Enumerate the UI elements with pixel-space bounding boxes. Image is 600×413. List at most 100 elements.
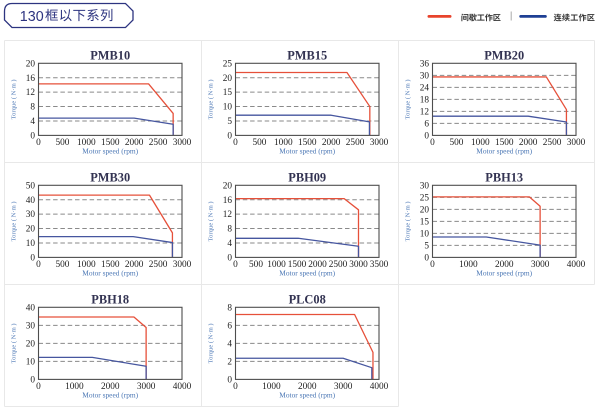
svg-text:40: 40	[26, 196, 36, 206]
svg-text:PBH18: PBH18	[91, 292, 129, 306]
svg-text:20: 20	[26, 59, 36, 69]
svg-text:Motor speed (rpm): Motor speed (rpm)	[82, 391, 138, 400]
svg-text:Motor speed (rpm): Motor speed (rpm)	[279, 391, 335, 400]
svg-text:1500: 1500	[101, 260, 120, 270]
svg-text:25: 25	[420, 193, 430, 203]
svg-text:130: 130	[20, 9, 44, 25]
svg-text:0: 0	[430, 138, 435, 148]
svg-text:Motor speed (rpm): Motor speed (rpm)	[476, 147, 532, 156]
svg-text:3000: 3000	[137, 382, 156, 392]
svg-text:Torque ( N·m ): Torque ( N·m )	[11, 201, 18, 241]
svg-text:PLC08: PLC08	[289, 292, 326, 306]
svg-text:3000: 3000	[349, 260, 368, 270]
svg-text:3500: 3500	[370, 260, 389, 270]
svg-text:0: 0	[36, 138, 41, 148]
svg-text:2000: 2000	[101, 382, 120, 392]
svg-text:2500: 2500	[329, 260, 348, 270]
svg-text:4: 4	[227, 339, 232, 349]
svg-text:16: 16	[223, 196, 233, 206]
svg-text:0: 0	[30, 254, 35, 264]
svg-text:Motor speed (rpm): Motor speed (rpm)	[82, 269, 138, 278]
svg-text:4: 4	[30, 117, 35, 127]
svg-text:1000: 1000	[267, 260, 286, 270]
svg-text:3000: 3000	[334, 382, 353, 392]
svg-text:500: 500	[252, 138, 266, 148]
svg-text:0: 0	[30, 376, 35, 386]
svg-text:500: 500	[449, 138, 463, 148]
svg-text:4000: 4000	[173, 382, 192, 392]
svg-text:1000: 1000	[471, 138, 490, 148]
svg-text:1500: 1500	[101, 138, 120, 148]
svg-text:PMB10: PMB10	[90, 48, 130, 62]
svg-text:0: 0	[424, 254, 429, 264]
svg-text:50: 50	[26, 181, 36, 191]
svg-text:1000: 1000	[77, 260, 96, 270]
svg-text:3000: 3000	[370, 138, 389, 148]
svg-text:20: 20	[26, 339, 36, 349]
svg-text:2500: 2500	[149, 138, 168, 148]
svg-text:Motor speed (rpm): Motor speed (rpm)	[476, 269, 532, 278]
svg-text:36: 36	[420, 59, 430, 69]
svg-text:Motor speed (rpm): Motor speed (rpm)	[279, 147, 335, 156]
svg-text:6: 6	[424, 119, 429, 129]
svg-text:Torque ( N·m ): Torque ( N·m )	[405, 79, 412, 119]
svg-text:20: 20	[223, 74, 233, 84]
svg-text:PMB20: PMB20	[484, 48, 524, 62]
svg-text:2000: 2000	[125, 260, 144, 270]
svg-text:16: 16	[26, 74, 36, 84]
svg-text:10: 10	[26, 357, 36, 367]
svg-text:0: 0	[424, 132, 429, 142]
svg-text:4: 4	[227, 239, 232, 249]
svg-text:PMB15: PMB15	[287, 48, 327, 62]
svg-text:1500: 1500	[298, 138, 317, 148]
svg-text:Motor speed (rpm): Motor speed (rpm)	[279, 269, 335, 278]
svg-text:1000: 1000	[262, 382, 281, 392]
svg-text:500: 500	[249, 260, 263, 270]
svg-text:10: 10	[26, 239, 36, 249]
svg-text:1000: 1000	[274, 138, 293, 148]
svg-text:3000: 3000	[173, 138, 192, 148]
svg-text:PMB30: PMB30	[90, 170, 130, 184]
svg-text:20: 20	[420, 205, 430, 215]
svg-text:10: 10	[420, 229, 430, 239]
svg-text:15: 15	[420, 217, 430, 227]
svg-text:8: 8	[227, 303, 232, 313]
svg-text:6: 6	[227, 321, 232, 331]
svg-text:25: 25	[223, 59, 233, 69]
svg-text:30: 30	[26, 321, 36, 331]
svg-text:0: 0	[233, 138, 238, 148]
svg-text:0: 0	[227, 254, 232, 264]
svg-text:2000: 2000	[298, 382, 317, 392]
svg-text:0: 0	[36, 382, 41, 392]
svg-text:8: 8	[30, 103, 35, 113]
svg-text:1000: 1000	[77, 138, 96, 148]
svg-text:3000: 3000	[567, 138, 586, 148]
svg-text:0: 0	[227, 376, 232, 386]
svg-text:0: 0	[36, 260, 41, 270]
svg-text:PBH09: PBH09	[288, 170, 326, 184]
svg-text:2500: 2500	[543, 138, 562, 148]
svg-text:1000: 1000	[65, 382, 84, 392]
svg-text:Motor speed (rpm): Motor speed (rpm)	[82, 147, 138, 156]
svg-text:3000: 3000	[173, 260, 192, 270]
svg-text:4000: 4000	[567, 260, 586, 270]
svg-text:Torque ( N·m ): Torque ( N·m )	[208, 79, 215, 119]
svg-text:PBH13: PBH13	[485, 170, 523, 184]
svg-text:2500: 2500	[149, 260, 168, 270]
svg-text:2000: 2000	[322, 138, 341, 148]
svg-text:Torque ( N·m ): Torque ( N·m )	[11, 323, 18, 363]
svg-text:500: 500	[55, 138, 69, 148]
svg-text:1000: 1000	[459, 260, 478, 270]
svg-text:0: 0	[227, 132, 232, 142]
svg-text:30: 30	[26, 210, 36, 220]
svg-text:30: 30	[420, 71, 430, 81]
svg-text:15: 15	[223, 88, 233, 98]
svg-text:24: 24	[420, 83, 430, 93]
svg-text:Torque ( N·m ): Torque ( N·m )	[208, 323, 215, 363]
svg-text:Torque ( N·m ): Torque ( N·m )	[11, 79, 18, 119]
svg-text:12: 12	[26, 88, 36, 98]
svg-text:12: 12	[223, 210, 233, 220]
svg-text:12: 12	[420, 107, 430, 117]
svg-text:0: 0	[233, 260, 238, 270]
svg-text:2000: 2000	[308, 260, 327, 270]
